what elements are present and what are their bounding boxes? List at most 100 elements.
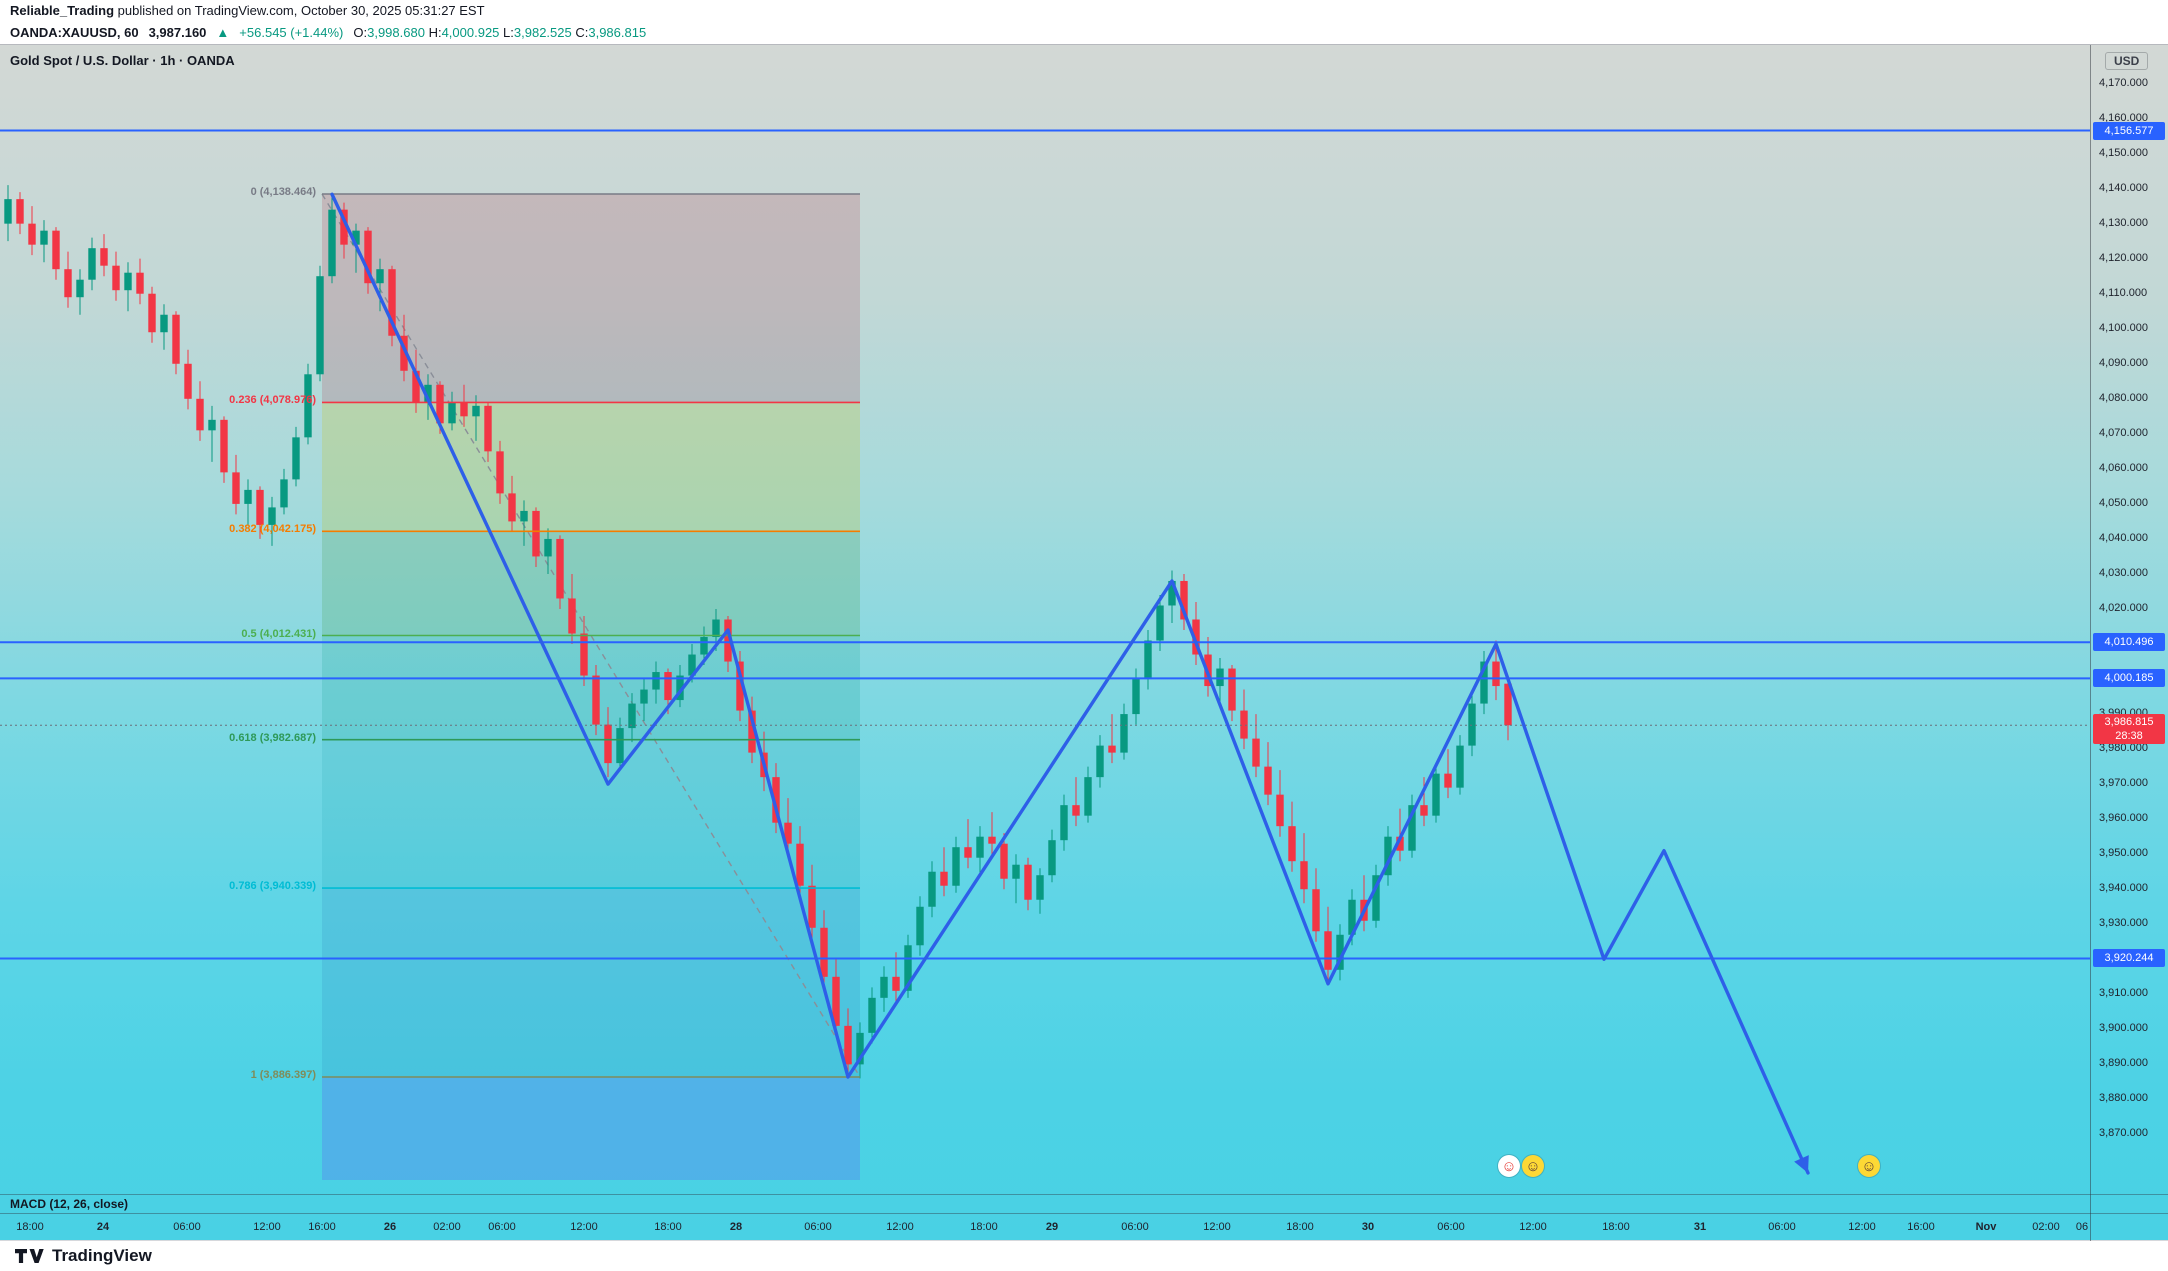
time-tick-label: 12:00 bbox=[1203, 1221, 1231, 1233]
chart-area[interactable]: Gold Spot / U.S. Dollar · 1h · OANDA 0 (… bbox=[0, 44, 2168, 1241]
candle-body bbox=[808, 885, 816, 928]
candle-body bbox=[172, 314, 180, 364]
candle-body bbox=[1504, 683, 1512, 726]
candle-body bbox=[1096, 745, 1104, 778]
candle-body bbox=[700, 637, 708, 655]
time-tick-label: 12:00 bbox=[570, 1221, 598, 1233]
candle-body bbox=[1264, 766, 1272, 795]
last-price-value: 3,987.160 bbox=[148, 25, 207, 40]
fib-level-label: 0.618 (3,982.687) bbox=[229, 731, 316, 744]
time-scale[interactable]: 18:00 24 06:00 12:00 16:00 26 02:00 06:00 12:00 1… bbox=[0, 1213, 2168, 1241]
candle-body bbox=[892, 976, 900, 991]
candle-body bbox=[1180, 580, 1188, 620]
ohlc-value: 4,000.925 bbox=[441, 25, 500, 40]
fib-trend-dashed-line bbox=[321, 193, 861, 1078]
price-tick-label: 3,930.000 bbox=[2099, 917, 2148, 930]
candle-body bbox=[220, 419, 228, 473]
candle-body bbox=[184, 363, 192, 399]
fib-level-label: 1 (3,886.397) bbox=[250, 1069, 316, 1081]
candle-body bbox=[112, 265, 120, 291]
candle-body bbox=[268, 507, 276, 525]
candle-body bbox=[568, 598, 576, 634]
candle-body bbox=[1288, 826, 1296, 862]
candle-body bbox=[1348, 899, 1356, 935]
time-tick-label: 16:00 bbox=[1907, 1221, 1935, 1233]
candle-body bbox=[1192, 619, 1200, 655]
candle-body bbox=[1024, 864, 1032, 900]
candle-body bbox=[1336, 934, 1344, 970]
candle-body bbox=[1300, 861, 1308, 890]
emoji-sticker: ☺ bbox=[1498, 1155, 1520, 1177]
candle-body bbox=[160, 314, 168, 333]
candle-body bbox=[1276, 794, 1284, 827]
price-tick-label: 4,160.000 bbox=[2099, 111, 2148, 124]
time-tick-label: 12:00 bbox=[253, 1221, 281, 1233]
candle-body bbox=[1084, 777, 1092, 816]
macd-pane[interactable]: MACD (12, 26, close) bbox=[0, 1194, 2168, 1213]
price-tick-label: 3,880.000 bbox=[2099, 1092, 2148, 1105]
candle-body bbox=[292, 437, 300, 480]
candle-body bbox=[1492, 661, 1500, 687]
tradingview-wordmark[interactable]: TradingView bbox=[52, 1246, 152, 1265]
price-pane[interactable] bbox=[0, 45, 2090, 1194]
price-scale[interactable]: USD 4,170.000 4,160.000 4,150.000 4,140.000… bbox=[2090, 45, 2168, 1241]
bar-countdown: 28:38 bbox=[2115, 730, 2143, 743]
candle-body bbox=[1384, 836, 1392, 876]
price-scale-currency: USD bbox=[2105, 52, 2149, 70]
fib-band bbox=[322, 531, 860, 636]
time-tick-label: 18:00 bbox=[1602, 1221, 1630, 1233]
candle-body bbox=[1168, 580, 1176, 606]
publish-info-bar: Reliable_Trading published on TradingVie… bbox=[0, 0, 2168, 22]
candle-body bbox=[772, 777, 780, 823]
last-price-badge-value: 3,986.815 bbox=[2104, 716, 2154, 729]
arrow-up-icon: ▲ bbox=[216, 25, 230, 40]
candle-body bbox=[196, 398, 204, 431]
candle-body bbox=[1012, 864, 1020, 879]
tradingview-logo[interactable] bbox=[14, 1248, 44, 1264]
price-tick-label: 4,100.000 bbox=[2099, 321, 2148, 334]
candle-body bbox=[1048, 840, 1056, 876]
candle-body bbox=[40, 230, 48, 245]
candle-body bbox=[1312, 889, 1320, 932]
ohlc-label: C: bbox=[571, 25, 589, 40]
time-tick-label: 28 bbox=[729, 1221, 743, 1233]
candle-body bbox=[352, 230, 360, 245]
candle-body bbox=[664, 672, 672, 701]
fib-level-label: 0 (4,138.464) bbox=[250, 186, 316, 198]
emoji-sticker: ☺ bbox=[1522, 1155, 1544, 1177]
price-line-badge: 3,920.244 bbox=[2093, 949, 2165, 968]
candle-body bbox=[100, 248, 108, 266]
candle-body bbox=[1120, 714, 1128, 753]
time-tick-label: 24 bbox=[96, 1221, 110, 1233]
fib-extension-band bbox=[322, 1077, 860, 1180]
time-tick-label: 18:00 bbox=[1286, 1221, 1314, 1233]
emoji-sticker: ☺ bbox=[1858, 1155, 1880, 1177]
candle-body bbox=[988, 836, 996, 844]
candle-body bbox=[1156, 605, 1164, 641]
ohlc-value: 3,986.815 bbox=[588, 25, 647, 40]
publisher-name: Reliable_Trading bbox=[10, 3, 115, 18]
price-tick-label: 3,950.000 bbox=[2099, 847, 2148, 860]
candle-body bbox=[496, 451, 504, 494]
candle-body bbox=[592, 675, 600, 725]
time-tick-label: 02:00 bbox=[2032, 1221, 2060, 1233]
candle-body bbox=[1240, 710, 1248, 739]
chart-legend-title: Gold Spot / U.S. Dollar · 1h · OANDA bbox=[10, 53, 235, 68]
candle-body bbox=[964, 847, 972, 858]
candle-body bbox=[628, 703, 636, 729]
candle-body bbox=[316, 276, 324, 375]
candle-body bbox=[856, 1032, 864, 1065]
time-tick-label: 18:00 bbox=[654, 1221, 682, 1233]
candle-body bbox=[472, 405, 480, 417]
quote-bar: OANDA:XAUUSD, 60 3,987.160 ▲ +56.545 (+1… bbox=[0, 22, 2168, 44]
candle-body bbox=[340, 209, 348, 245]
candle-body bbox=[928, 871, 936, 907]
candle-body bbox=[76, 279, 84, 298]
price-tick-label: 3,910.000 bbox=[2099, 987, 2148, 1000]
time-tick-label: 06 bbox=[2075, 1221, 2089, 1233]
zigzag-arrowhead-icon bbox=[1794, 1155, 1809, 1173]
time-tick-label: 31 bbox=[1693, 1221, 1707, 1233]
fib-band bbox=[322, 739, 860, 889]
candle-body bbox=[148, 293, 156, 333]
price-tick-label: 4,050.000 bbox=[2099, 496, 2148, 509]
